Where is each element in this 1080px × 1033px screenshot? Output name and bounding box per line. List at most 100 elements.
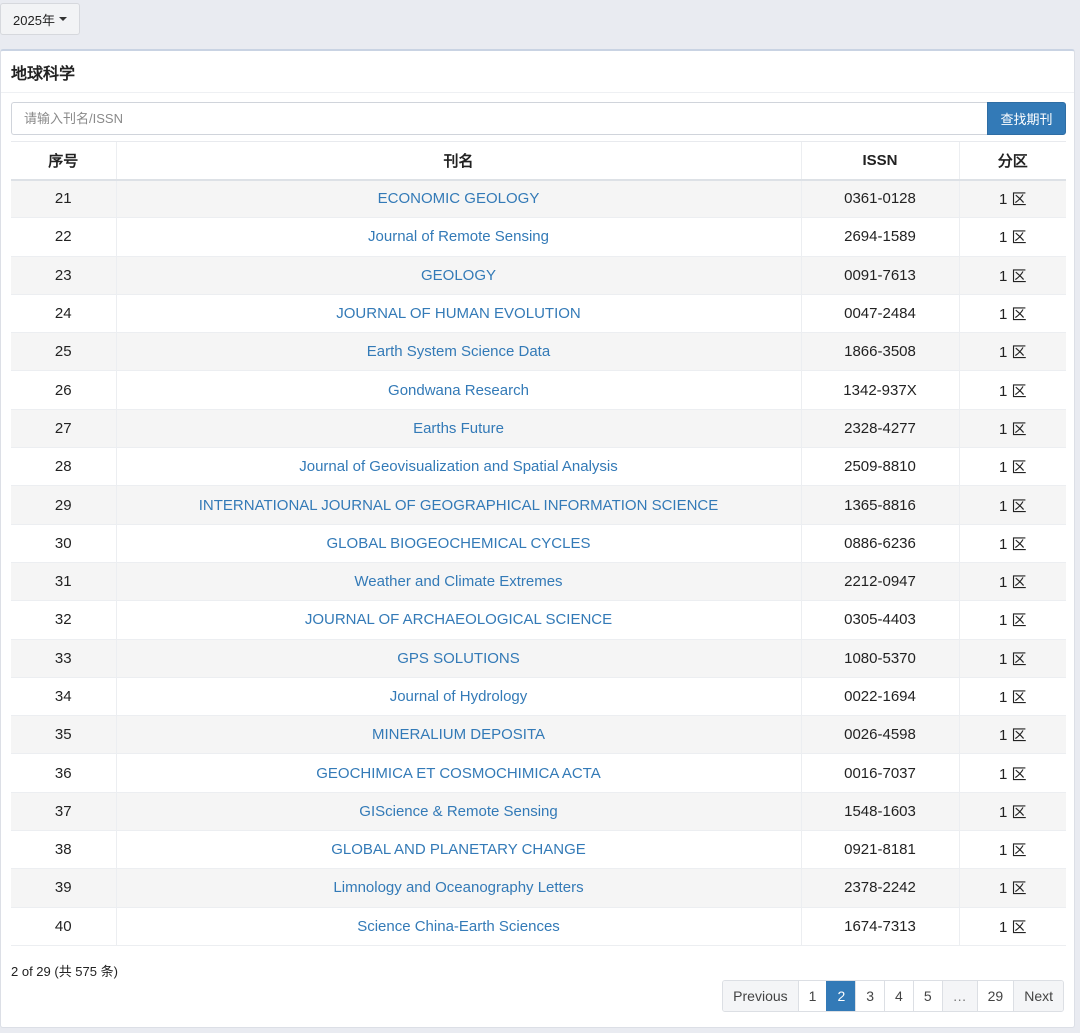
page-button-4[interactable]: 4 [884, 981, 913, 1011]
journal-name-cell: Science China-Earth Sciences [115, 906, 801, 946]
issn-cell: 1365-8816 [800, 485, 959, 525]
journal-link[interactable]: Weather and Climate Extremes [354, 573, 563, 591]
issn-cell: 1866-3508 [800, 332, 959, 371]
journal-link[interactable]: JOURNAL OF HUMAN EVOLUTION [336, 305, 581, 323]
table-row: 30 GLOBAL BIOGEOCHEMICAL CYCLES 0886-6236 1… [11, 523, 1066, 563]
zone-cell: 1 区 [958, 753, 1066, 793]
zone-cell: 1 区 [958, 408, 1066, 448]
journal-name-cell: INTERNATIONAL JOURNAL OF GEOGRAPHICAL IN… [115, 485, 801, 525]
row-number: 29 [11, 485, 116, 525]
journal-link[interactable]: GLOBAL BIOGEOCHEMICAL CYCLES [326, 534, 591, 552]
row-number: 36 [11, 753, 116, 793]
zone-cell: 1 区 [958, 715, 1066, 754]
journal-name-cell: GLOBAL BIOGEOCHEMICAL CYCLES [115, 523, 801, 563]
row-number: 40 [11, 906, 116, 946]
journal-table: 序号 刊名 ISSN 分区 21 ECONOMIC GEOLOGY 0361-012… [11, 141, 1066, 946]
table-row: 39 Limnology and Oceanography Letters 2378… [11, 868, 1066, 908]
page-button-5[interactable]: 5 [912, 981, 942, 1011]
journal-link[interactable]: GEOCHIMICA ET COSMOCHIMICA ACTA [316, 764, 601, 782]
row-number: 21 [11, 178, 116, 218]
row-number: 35 [11, 715, 116, 754]
journal-link[interactable]: Journal of Hydrology [389, 688, 528, 705]
journal-name-cell: GLOBAL AND PLANETARY CHANGE [115, 830, 801, 869]
journal-link[interactable]: Earths Future [413, 419, 504, 437]
zone-cell: 1 区 [958, 906, 1066, 946]
zone-cell: 1 区 [958, 255, 1066, 295]
journal-link[interactable]: GLOBAL AND PLANETARY CHANGE [331, 841, 586, 859]
journal-link[interactable]: Journal of Geovisualization and Spatial … [299, 458, 618, 476]
column-header-issn: ISSN [800, 141, 959, 181]
search-button[interactable]: 查找期刊 [987, 102, 1066, 135]
journal-link[interactable]: MINERALIUM DEPOSITA [371, 726, 546, 744]
zone-cell: 1 区 [958, 332, 1066, 371]
result-count: 2 of 29 (共 575 条) [11, 964, 118, 979]
issn-cell: 0886-6236 [800, 523, 959, 563]
zone-cell: 1 区 [958, 638, 1066, 678]
page-button-2[interactable]: 2 [826, 981, 856, 1011]
issn-cell: 1342-937X [800, 370, 959, 410]
row-number: 34 [11, 676, 116, 716]
zone-cell: 1 区 [958, 830, 1066, 869]
journal-link[interactable]: GPS SOLUTIONS [397, 649, 520, 667]
journal-name-cell: Earth System Science Data [115, 332, 801, 371]
row-number: 23 [11, 255, 116, 295]
page-button-3[interactable]: 3 [855, 981, 885, 1011]
column-header-name: 刊名 [115, 141, 801, 181]
table-row: 31 Weather and Climate Extremes 2212-0947 1… [11, 561, 1066, 601]
journal-link[interactable]: Gondwana Research [388, 381, 529, 399]
table-row: 23 GEOLOGY 0091-7613 1 区 [11, 255, 1066, 295]
issn-cell: 0921-8181 [800, 830, 959, 869]
journal-name-cell: MINERALIUM DEPOSITA [115, 715, 801, 754]
table-row: 35 MINERALIUM DEPOSITA 0026-4598 1 区 [11, 715, 1066, 754]
journal-link[interactable]: ECONOMIC GEOLOGY [377, 190, 540, 208]
issn-cell: 2328-4277 [800, 408, 959, 448]
journal-name-cell: ECONOMIC GEOLOGY [115, 178, 801, 218]
issn-cell: 0016-7037 [800, 753, 959, 793]
search-input[interactable] [11, 102, 987, 135]
journal-link[interactable]: Limnology and Oceanography Letters [333, 879, 584, 897]
zone-cell: 1 区 [958, 600, 1066, 640]
table-row: 26 Gondwana Research 1342-937X 1 区 [11, 370, 1066, 410]
issn-cell: 0026-4598 [800, 715, 959, 754]
issn-cell: 0022-1694 [800, 676, 959, 716]
issn-cell: 2378-2242 [800, 868, 959, 908]
journal-panel: 地球科学 查找期刊 序号 刊名 ISSN 分区 21 ECONOMIC GEOLO… [0, 49, 1075, 1028]
table-row: 28 Journal of Geovisualization and Spatia… [11, 447, 1066, 486]
column-header-number: 序号 [11, 141, 116, 181]
table-row: 32 JOURNAL OF ARCHAEOLOGICAL SCIENCE 0305-… [11, 600, 1066, 640]
issn-cell: 0047-2484 [800, 293, 959, 333]
journal-link[interactable]: JOURNAL OF ARCHAEOLOGICAL SCIENCE [304, 611, 613, 629]
journal-link[interactable]: Science China-Earth Sciences [357, 917, 560, 935]
journal-name-cell: Journal of Geovisualization and Spatial … [115, 447, 801, 486]
journal-name-cell: Journal of Remote Sensing [115, 217, 801, 257]
table-row: 24 JOURNAL OF HUMAN EVOLUTION 0047-2484 1 区 [11, 293, 1066, 333]
journal-name-cell: JOURNAL OF ARCHAEOLOGICAL SCIENCE [115, 600, 801, 640]
page-button-29[interactable]: 29 [976, 981, 1014, 1011]
page-ellipsis: … [941, 981, 977, 1011]
issn-cell: 1080-5370 [800, 638, 959, 678]
search-bar: 查找期刊 [11, 102, 1066, 135]
journal-link[interactable]: INTERNATIONAL JOURNAL OF GEOGRAPHICAL IN… [198, 496, 719, 514]
journal-name-cell: GPS SOLUTIONS [115, 638, 801, 678]
issn-cell: 0305-4403 [800, 600, 959, 640]
next-page-button[interactable]: Next [1013, 981, 1063, 1011]
table-row: 38 GLOBAL AND PLANETARY CHANGE 0921-8181 1 … [11, 830, 1066, 869]
journal-name-cell: Weather and Climate Extremes [115, 561, 801, 601]
page-button-1[interactable]: 1 [797, 981, 827, 1011]
journal-link[interactable]: GIScience & Remote Sensing [359, 802, 558, 820]
row-number: 28 [11, 447, 116, 486]
journal-link[interactable]: Earth System Science Data [366, 343, 551, 361]
journal-name-cell: GIScience & Remote Sensing [115, 791, 801, 831]
year-dropdown[interactable]: 2025年 [0, 3, 80, 35]
row-number: 33 [11, 638, 116, 678]
zone-cell: 1 区 [958, 523, 1066, 563]
zone-cell: 1 区 [958, 217, 1066, 257]
zone-cell: 1 区 [958, 561, 1066, 601]
previous-page-button[interactable]: Previous [723, 981, 798, 1011]
journal-link[interactable]: GEOLOGY [420, 266, 497, 284]
panel-title: 地球科学 [11, 66, 76, 83]
journal-name-cell: Journal of Hydrology [115, 676, 801, 716]
zone-cell: 1 区 [958, 485, 1066, 525]
journal-name-cell: Limnology and Oceanography Letters [115, 868, 801, 908]
journal-link[interactable]: Journal of Remote Sensing [368, 228, 549, 246]
